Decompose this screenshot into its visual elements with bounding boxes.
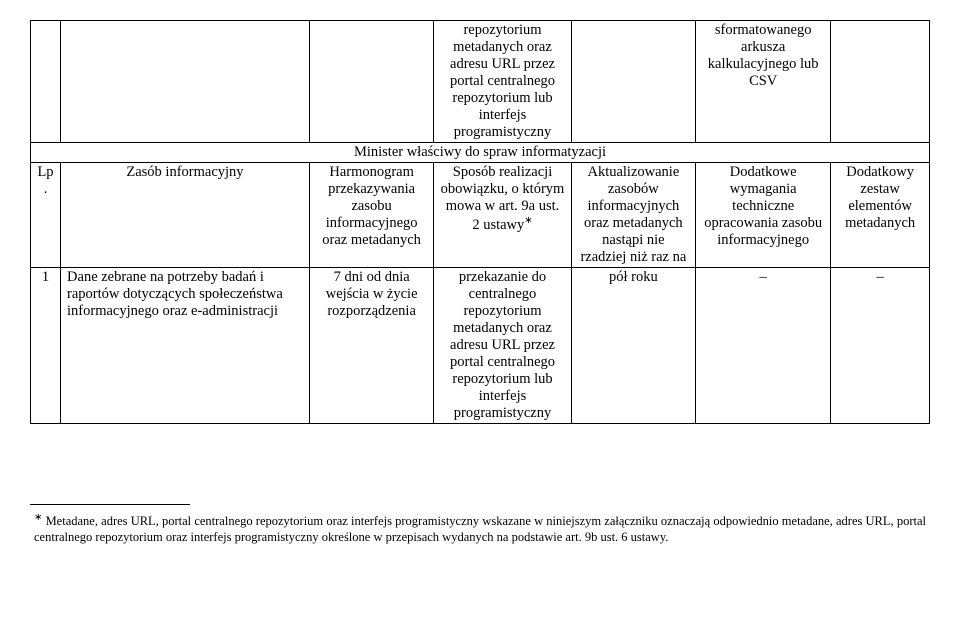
col-header: Lp. (31, 163, 61, 268)
table-row: Lp. Zasób informacyjny Harmonogram przek… (31, 163, 930, 268)
col-header: Dodatkowe wymagania techniczne opracowan… (696, 163, 831, 268)
document-table: repozytorium metadanych oraz adresu URL … (30, 20, 930, 424)
cell-text: przekazanie do centralnego repozytorium … (434, 268, 571, 424)
cell-text: sformatowanego arkusza kalkulacyjnego lu… (696, 21, 831, 143)
cell-text: – (831, 268, 930, 424)
col-header: Dodatkowy zestaw elementów metadanych (831, 163, 930, 268)
section-header: Minister właściwy do spraw informatyzacj… (31, 143, 930, 163)
table-row: repozytorium metadanych oraz adresu URL … (31, 21, 930, 143)
table-row: Minister właściwy do spraw informatyzacj… (31, 143, 930, 163)
col-header: Zasób informacyjny (61, 163, 310, 268)
col-header: Harmonogram przekazywania zasobu informa… (309, 163, 433, 268)
cell-text: 7 dni od dnia wejścia w życie rozporządz… (309, 268, 433, 424)
table-row: 1 Dane zebrane na potrzeby badań i rapor… (31, 268, 930, 424)
cell-text: pół roku (571, 268, 695, 424)
footnote: ∗ Metadane, adres URL, portal centralneg… (30, 512, 930, 545)
cell-text: Dane zebrane na potrzeby badań i raportó… (61, 268, 310, 424)
cell-text: repozytorium metadanych oraz adresu URL … (434, 21, 571, 143)
cell-text: – (696, 268, 831, 424)
cell-text: 1 (31, 268, 61, 424)
col-header: Aktualizowanie zasobów informacyjnych or… (571, 163, 695, 268)
footnote-separator (30, 504, 190, 505)
col-header: Sposób realizacji obowiązku, o którym mo… (434, 163, 571, 268)
